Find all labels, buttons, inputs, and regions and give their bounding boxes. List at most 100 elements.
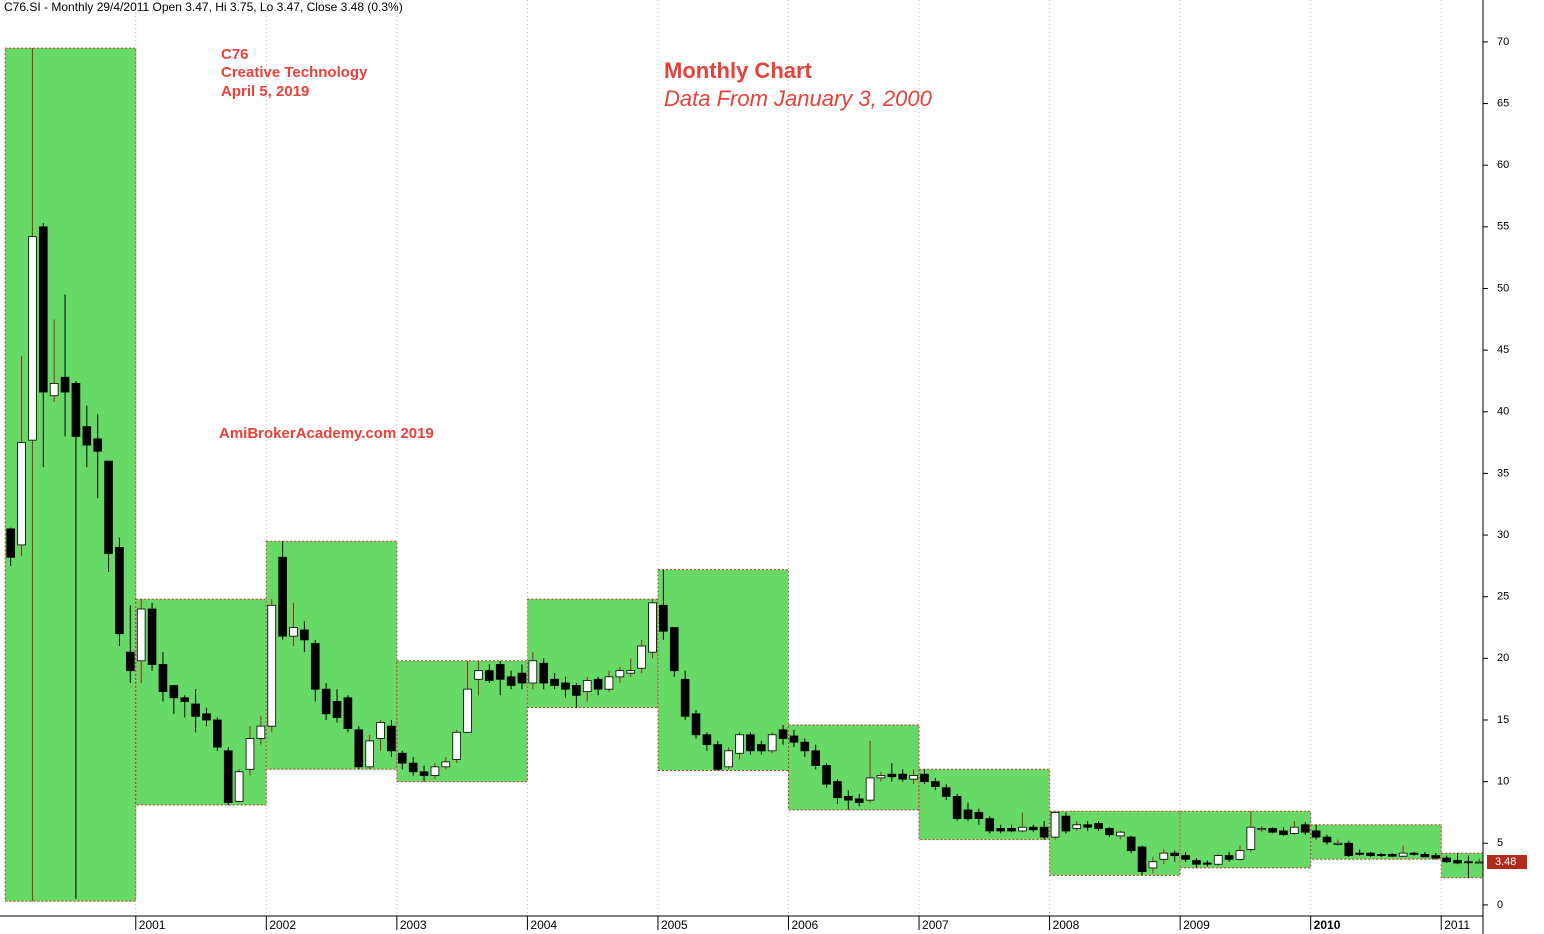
candle-body <box>1322 836 1332 843</box>
x-tick-label: 2009 <box>1183 918 1210 932</box>
candle-body <box>659 604 668 632</box>
candle-body <box>648 602 657 653</box>
candle-body <box>136 608 146 662</box>
candle-body <box>974 812 984 820</box>
candle-body <box>387 725 396 752</box>
candle-body <box>561 682 570 690</box>
candle-body <box>332 701 342 718</box>
candle-body <box>354 729 364 768</box>
candle-body <box>1366 852 1375 856</box>
candle-body <box>1453 860 1462 864</box>
year-range <box>1049 810 1181 876</box>
candle-body <box>1409 852 1419 855</box>
candle-body <box>876 775 886 779</box>
candle-body <box>844 796 853 801</box>
year-range <box>396 660 528 783</box>
candle-body <box>213 719 222 748</box>
candle-body <box>126 651 135 672</box>
candle-body <box>582 680 592 693</box>
x-tick-label: 2011 <box>1444 918 1470 932</box>
candle-body <box>71 383 81 437</box>
candle-body <box>833 781 842 799</box>
candle-body <box>485 670 494 681</box>
candle-body <box>963 809 973 820</box>
candle-body <box>256 725 266 739</box>
candle-body <box>1083 824 1092 828</box>
candle-body <box>1246 826 1256 850</box>
year-range <box>265 540 398 770</box>
candle-body <box>1387 853 1397 857</box>
x-tick-label: 2003 <box>400 918 427 932</box>
candle-body <box>724 750 733 768</box>
candle-body <box>985 818 995 832</box>
candle-body <box>147 608 157 665</box>
x-tick-label: 2008 <box>1053 918 1080 932</box>
x-tick-label: 2007 <box>922 918 949 932</box>
candle-body <box>789 735 799 743</box>
candle-body <box>1170 852 1180 856</box>
candle-body <box>952 796 962 820</box>
candle-body <box>746 734 755 752</box>
y-tick-label: 55 <box>1497 221 1509 233</box>
candle-body <box>60 376 70 393</box>
year-range <box>1440 852 1484 879</box>
candle-body <box>223 750 233 803</box>
candle-body <box>1377 853 1386 856</box>
candle-body <box>767 734 777 752</box>
candle-body <box>310 643 320 690</box>
candle-body <box>1442 857 1451 863</box>
candle-body <box>1311 830 1321 838</box>
candle-body <box>463 688 472 733</box>
year-range <box>787 724 920 811</box>
y-tick-label: 70 <box>1497 36 1509 48</box>
candle-body <box>1137 846 1147 873</box>
candle-body <box>865 777 875 801</box>
y-tick-label: 35 <box>1497 467 1509 479</box>
x-tick-label: 2001 <box>139 918 166 932</box>
candle-body <box>365 740 374 768</box>
candle-body <box>495 664 505 680</box>
year-range <box>1179 810 1312 869</box>
candle-body <box>343 697 353 730</box>
candle-body <box>17 442 26 546</box>
candle-body <box>1007 828 1016 832</box>
y-tick-label: 20 <box>1497 652 1509 664</box>
year-range <box>657 569 789 772</box>
candle-body <box>397 752 407 764</box>
candle-body <box>572 685 581 696</box>
candle-body <box>626 670 636 674</box>
annotation: C76 <box>221 46 249 63</box>
candle-body <box>376 722 385 739</box>
candle-body <box>593 678 603 690</box>
candle-body <box>234 771 244 802</box>
candle-body <box>267 604 277 727</box>
y-tick-label: 25 <box>1497 591 1509 603</box>
y-tick-label: 10 <box>1497 776 1509 788</box>
candle-body <box>1115 831 1125 837</box>
chart-title: C76.SI - Monthly 29/4/2011 Open 3.47, Hi… <box>4 0 403 14</box>
year-range <box>135 598 267 806</box>
annotation: AmiBrokerAcademy.com 2019 <box>219 425 434 442</box>
annotation: Data From January 3, 2000 <box>664 86 933 111</box>
candle-body <box>245 738 255 770</box>
year-range <box>526 598 659 709</box>
candle-body <box>1235 850 1245 860</box>
candle-body <box>691 713 701 736</box>
y-tick-label: 15 <box>1497 714 1509 726</box>
candle-body <box>1105 828 1114 836</box>
candle-body <box>1018 826 1027 832</box>
candle-body <box>1333 842 1343 845</box>
year-range <box>4 47 137 902</box>
y-tick-label: 5 <box>1497 837 1503 849</box>
x-tick-label: 2006 <box>791 918 818 932</box>
candle-body <box>941 787 951 797</box>
candle-body <box>474 670 483 680</box>
candle-body <box>604 676 614 690</box>
candle-body <box>1050 812 1060 838</box>
candle-body <box>1203 862 1212 865</box>
candle-body <box>1192 860 1201 865</box>
candle-body <box>1061 815 1071 832</box>
y-tick-label: 50 <box>1497 282 1509 294</box>
candle-body <box>441 761 451 768</box>
